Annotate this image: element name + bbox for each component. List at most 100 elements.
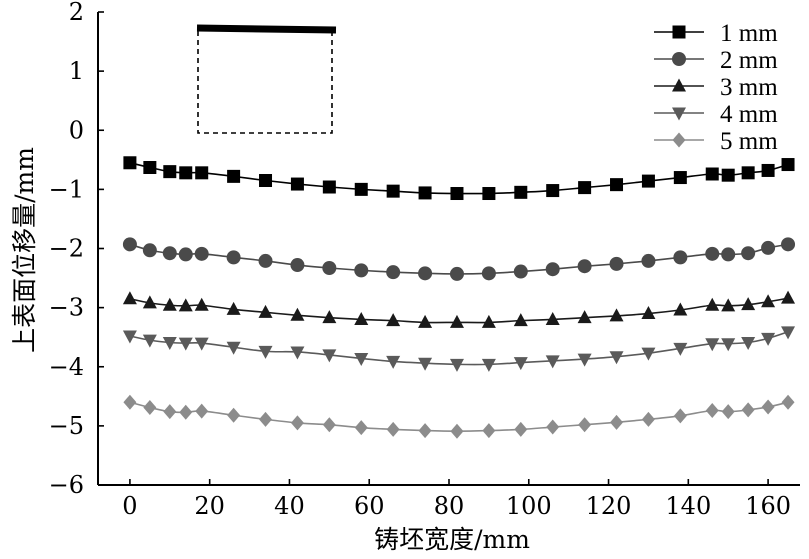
- data-point: [195, 403, 209, 419]
- series-5: [123, 394, 795, 439]
- data-point: [577, 259, 592, 274]
- series-1: [123, 156, 795, 201]
- data-point: [123, 394, 137, 410]
- data-point: [354, 311, 369, 325]
- data-point: [641, 347, 656, 361]
- data-point: [673, 171, 687, 185]
- data-point: [123, 156, 137, 170]
- data-point: [610, 414, 624, 430]
- data-point: [162, 337, 177, 351]
- data-point: [481, 314, 496, 328]
- data-point: [781, 290, 796, 304]
- x-tick-label: 60: [354, 492, 385, 520]
- legend-entry-5: 5 mm: [654, 128, 778, 155]
- data-point: [143, 400, 157, 416]
- data-point: [705, 246, 720, 261]
- legend-entry-2: 2 mm: [654, 47, 778, 74]
- series-3: [122, 290, 796, 328]
- data-point: [226, 341, 241, 355]
- data-point: [354, 352, 369, 366]
- data-point: [482, 187, 496, 201]
- y-tick-label: 2: [69, 0, 84, 26]
- data-point: [226, 250, 241, 265]
- data-point: [418, 423, 432, 439]
- data-point: [449, 314, 464, 328]
- data-point: [673, 302, 688, 316]
- y-tick-label: −5: [49, 412, 84, 440]
- data-point: [163, 404, 177, 420]
- data-point: [354, 420, 368, 436]
- data-point: [122, 291, 137, 305]
- x-tick-label: 160: [745, 492, 791, 520]
- legend-entry-3: 3 mm: [654, 74, 778, 101]
- data-point: [162, 246, 177, 261]
- data-point: [705, 338, 720, 352]
- axes: 2 1 0 −1 −2 −3 −4 −5 −6 0 20 40 60 80 100 120 140 160: [49, 0, 800, 520]
- data-point: [194, 297, 209, 311]
- data-point: [322, 261, 337, 276]
- data-point: [386, 184, 400, 198]
- data-point: [290, 415, 304, 431]
- data-point: [163, 165, 177, 179]
- legend-marker: [672, 52, 686, 66]
- data-point: [178, 298, 193, 312]
- inset-solid-bar: [196, 24, 337, 34]
- data-point: [162, 297, 177, 311]
- legend-label: 4 mm: [720, 101, 778, 128]
- data-point: [514, 185, 528, 199]
- data-point: [290, 346, 305, 360]
- data-point: [761, 240, 776, 255]
- data-point: [721, 168, 735, 182]
- data-point: [418, 314, 433, 328]
- data-point: [386, 355, 401, 369]
- data-point: [781, 158, 795, 172]
- data-point: [641, 411, 655, 427]
- data-point: [142, 295, 157, 309]
- data-point: [194, 246, 209, 261]
- data-point: [546, 419, 560, 435]
- legend-marker: [672, 132, 686, 148]
- legend-entry-4: 4 mm: [654, 101, 778, 128]
- data-point: [290, 177, 304, 191]
- inset-schematic: [196, 24, 337, 134]
- data-point: [418, 357, 433, 371]
- y-tick-label: 1: [69, 57, 84, 85]
- data-point: [641, 174, 655, 188]
- data-point: [322, 180, 336, 194]
- data-point: [781, 326, 796, 340]
- legend-label: 5 mm: [720, 128, 778, 155]
- x-tick-label: 40: [274, 492, 305, 520]
- series-2: [122, 237, 796, 281]
- data-point: [449, 266, 464, 281]
- data-point: [705, 297, 720, 311]
- data-point: [513, 357, 528, 371]
- data-point: [721, 247, 736, 262]
- data-point: [259, 411, 273, 427]
- data-point: [290, 258, 305, 273]
- data-point: [386, 421, 400, 437]
- y-tick-label: −4: [49, 353, 84, 381]
- data-point: [450, 423, 464, 439]
- data-point: [673, 408, 687, 424]
- inset-dashed-box: [197, 31, 333, 134]
- legend-entry-1: 1 mm: [654, 20, 778, 47]
- data-point: [741, 337, 756, 351]
- data-point: [259, 174, 273, 188]
- data-point: [761, 163, 775, 177]
- data-point: [450, 187, 464, 201]
- plot-area: [122, 156, 796, 439]
- data-point: [721, 404, 735, 420]
- data-point: [322, 310, 337, 324]
- data-point: [546, 184, 560, 198]
- data-point: [641, 253, 656, 268]
- x-tick-label: 140: [665, 492, 711, 520]
- data-point: [609, 308, 624, 322]
- legend-label: 3 mm: [720, 74, 778, 101]
- data-point: [418, 266, 433, 281]
- data-point: [578, 181, 592, 195]
- x-tick-label: 120: [586, 492, 632, 520]
- data-point: [741, 402, 755, 418]
- x-tick-label: 20: [194, 492, 225, 520]
